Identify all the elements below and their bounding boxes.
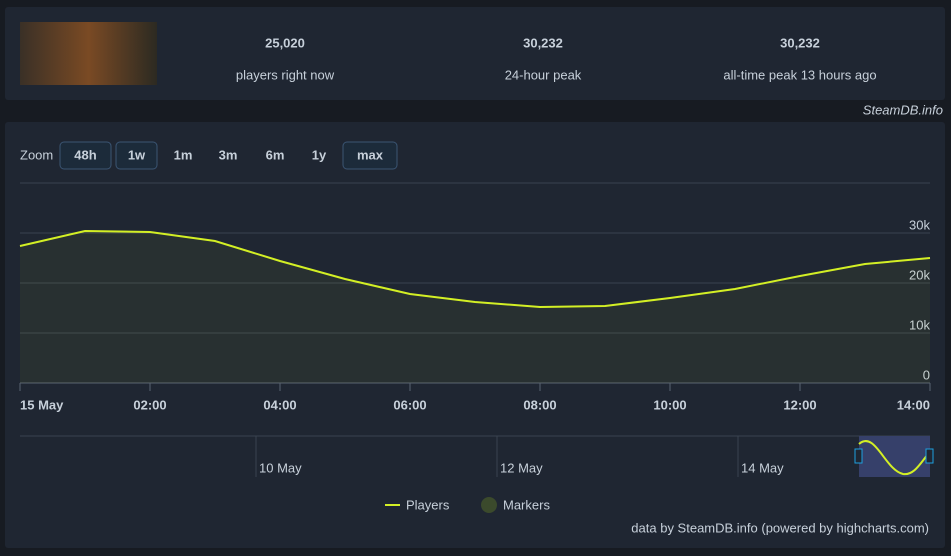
x-tick-label: 12:00 [783,397,816,412]
x-tick-label: 06:00 [393,397,426,412]
stats-panel [5,7,945,100]
brand[interactable]: SteamDB.info [863,102,943,117]
navigator-label: 14 May [741,460,784,475]
credits[interactable]: data by SteamDB.info (powered by highcha… [631,520,929,535]
zoom-option[interactable]: 1w [128,147,146,162]
x-tick-label: 08:00 [523,397,556,412]
zoom-option[interactable]: 6m [266,147,285,162]
zoom-button[interactable] [342,141,398,170]
navigator-handle[interactable] [925,448,934,464]
area [20,231,930,383]
y-tick-label: 20k [909,267,930,282]
y-tick-label: 0 [923,367,930,382]
zoom-button[interactable] [59,141,112,170]
legend-marker [481,497,497,513]
navigator-label: 12 May [500,460,543,475]
legend-label[interactable]: Markers [503,497,550,512]
game-image [20,22,157,85]
zoom-option[interactable]: 3m [219,147,238,162]
stat-label: all-time peak 13 hours ago [723,67,876,82]
y-tick-label: 10k [909,317,930,332]
legend-label[interactable]: Players [406,497,450,512]
zoom-label: Zoom [20,147,53,162]
x-tick-label: 02:00 [133,397,166,412]
stat-label: 24-hour peak [505,67,582,82]
x-tick-label: 04:00 [263,397,296,412]
zoom-option[interactable]: 1m [174,147,193,162]
stat-value: 25,020 [265,35,305,50]
zoom-option[interactable]: 1y [312,147,327,162]
zoom-option[interactable]: max [357,147,384,162]
navigator-label: 10 May [259,460,302,475]
x-tick-label: 14:00 [897,397,930,412]
navigator-handle[interactable] [854,448,863,464]
navigator-line [858,440,931,476]
stat-value: 30,232 [523,35,563,50]
line [19,229,931,309]
stat-label: players right now [236,67,335,82]
y-tick-label: 30k [909,217,930,232]
x-tick-label: 10:00 [653,397,686,412]
stat-value: 30,232 [780,35,820,50]
x-tick-label: 15 May [20,397,64,412]
zoom-option[interactable]: 48h [74,147,96,162]
zoom-button[interactable] [115,141,158,170]
chart-panel [5,122,945,548]
